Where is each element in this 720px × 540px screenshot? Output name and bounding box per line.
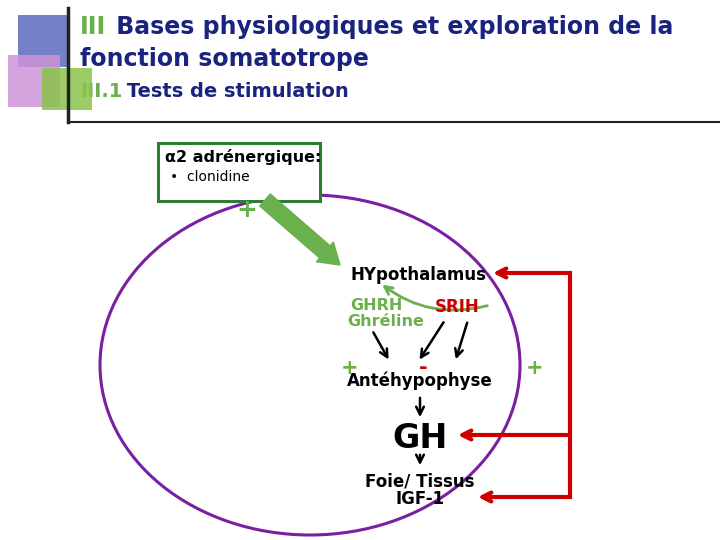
Bar [18,15,70,67]
Text: -: - [419,358,427,378]
Text: GH: GH [392,422,448,455]
Text: GHRH: GHRH [350,298,402,313]
Text: α2 adrénergique:: α2 adrénergique: [165,149,321,165]
Text: +: + [526,358,544,378]
Text: Foie/ Tissus: Foie/ Tissus [365,472,474,490]
Text: •  clonidine: • clonidine [170,170,250,184]
Text: Antéhypophyse: Antéhypophyse [347,372,493,390]
Text: Ghréline: Ghréline [347,314,424,329]
FancyArrow shape [260,194,340,265]
FancyArrowPatch shape [384,287,487,310]
Text: Bases physiologiques et exploration de la: Bases physiologiques et exploration de l… [108,15,673,39]
Text: Tests de stimulation: Tests de stimulation [120,82,348,101]
Text: III.1: III.1 [80,82,122,101]
Text: III: III [80,15,107,39]
Text: IGF-1: IGF-1 [395,490,444,508]
Bar [42,68,92,110]
Bar [8,55,60,107]
Text: SRIH: SRIH [435,298,480,316]
Text: +: + [341,358,359,378]
FancyBboxPatch shape [158,143,320,201]
Text: HYpothalamus: HYpothalamus [350,266,486,284]
Text: fonction somatotrope: fonction somatotrope [80,47,369,71]
Text: +: + [237,198,258,222]
